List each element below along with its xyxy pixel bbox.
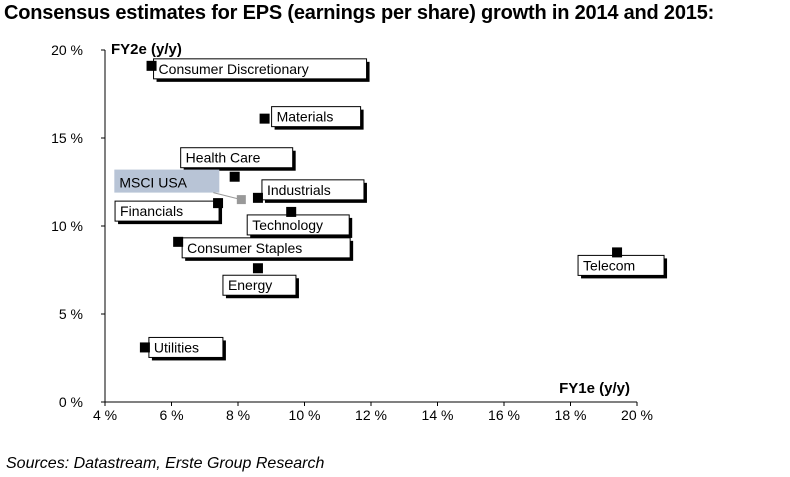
point-label-box bbox=[114, 200, 220, 222]
x-tick-label: 10 % bbox=[289, 407, 321, 423]
x-tick-label: 14 % bbox=[422, 407, 454, 423]
scatter-chart: 4 % 6 % 8 % 10 % 12 % 14 % 16 % 18 % 20 % 0 % 5 % 1… bbox=[51, 41, 668, 423]
point-label-box bbox=[181, 237, 351, 259]
point-label-text: Telecom bbox=[583, 257, 635, 273]
data-point-materials bbox=[259, 113, 270, 124]
point-label-text: Energy bbox=[228, 277, 272, 293]
x-tick-label: 6 % bbox=[159, 407, 183, 423]
data-point-health-care bbox=[229, 171, 240, 182]
data-point-energy bbox=[252, 263, 263, 274]
point-label-technology: Technology bbox=[246, 214, 353, 238]
leader-line bbox=[213, 192, 242, 201]
point-labels: Consumer Discretionary Materials Health Ca… bbox=[114, 58, 668, 361]
x-tick-label: 12 % bbox=[355, 407, 387, 423]
x-tick-label: 20 % bbox=[621, 407, 653, 423]
point-label-health-care: Health Care bbox=[180, 147, 296, 171]
point-label-box bbox=[114, 169, 220, 193]
point-label-text: Technology bbox=[252, 217, 323, 233]
point-label-msci-usa: MSCI USA bbox=[114, 169, 242, 201]
point-label-consumer-staples: Consumer Staples bbox=[181, 237, 354, 261]
point-label-box bbox=[180, 147, 294, 169]
point-label-text: Financials bbox=[120, 203, 183, 219]
y-tick-label: 10 % bbox=[51, 218, 83, 234]
point-label-industrials: Industrials bbox=[261, 179, 367, 203]
point-label-financials: Financials bbox=[114, 200, 223, 225]
point-label-text: Industrials bbox=[267, 182, 331, 198]
data-point-industrials bbox=[252, 192, 263, 203]
y-tick-label: 5 % bbox=[59, 306, 83, 322]
point-label-utilities: Utilities bbox=[148, 336, 226, 361]
tick-labels: 4 % 6 % 8 % 10 % 12 % 14 % 16 % 18 % 20 % 0 % 5 % 1… bbox=[51, 42, 653, 423]
y-tick-label: 20 % bbox=[51, 42, 83, 58]
data-point-financials bbox=[213, 198, 224, 209]
x-tick-label: 4 % bbox=[93, 407, 117, 423]
point-label-text: Consumer Staples bbox=[187, 240, 302, 256]
chart-title: Consensus estimates for EPS (earnings pe… bbox=[4, 2, 715, 24]
point-label-text: Consumer Discretionary bbox=[159, 61, 309, 77]
y-axis-title: FY2e (y/y) bbox=[111, 41, 182, 58]
point-label-text: MSCI USA bbox=[119, 175, 187, 191]
point-label-energy: Energy bbox=[222, 274, 299, 299]
point-label-box bbox=[246, 214, 350, 236]
y-tick-label: 0 % bbox=[59, 394, 83, 410]
data-point-msci-usa bbox=[236, 195, 246, 205]
x-tick-label: 8 % bbox=[226, 407, 250, 423]
point-label-box bbox=[271, 106, 362, 128]
data-point-technology bbox=[286, 206, 297, 217]
data-point-consumer-staples bbox=[173, 236, 184, 247]
data-point-consumer-discretionary bbox=[146, 60, 157, 71]
x-tick-label: 16 % bbox=[488, 407, 520, 423]
point-label-box bbox=[222, 274, 297, 296]
point-label-text: Materials bbox=[277, 109, 334, 125]
point-label-materials: Materials bbox=[271, 106, 364, 130]
point-label-consumer-discretionary: Consumer Discretionary bbox=[153, 58, 370, 82]
point-label-box bbox=[261, 179, 365, 201]
data-point-telecom bbox=[612, 247, 623, 258]
data-point-utilities bbox=[139, 342, 150, 353]
point-label-text: Health Care bbox=[186, 150, 261, 166]
y-tick-label: 15 % bbox=[51, 130, 83, 146]
data-points bbox=[139, 60, 623, 353]
source-note: Sources: Datastream, Erste Group Researc… bbox=[6, 455, 325, 472]
x-tick-label: 18 % bbox=[555, 407, 587, 423]
point-label-telecom: Telecom bbox=[577, 254, 668, 279]
x-axis-title: FY1e (y/y) bbox=[559, 380, 630, 397]
point-label-text: Utilities bbox=[154, 339, 199, 355]
